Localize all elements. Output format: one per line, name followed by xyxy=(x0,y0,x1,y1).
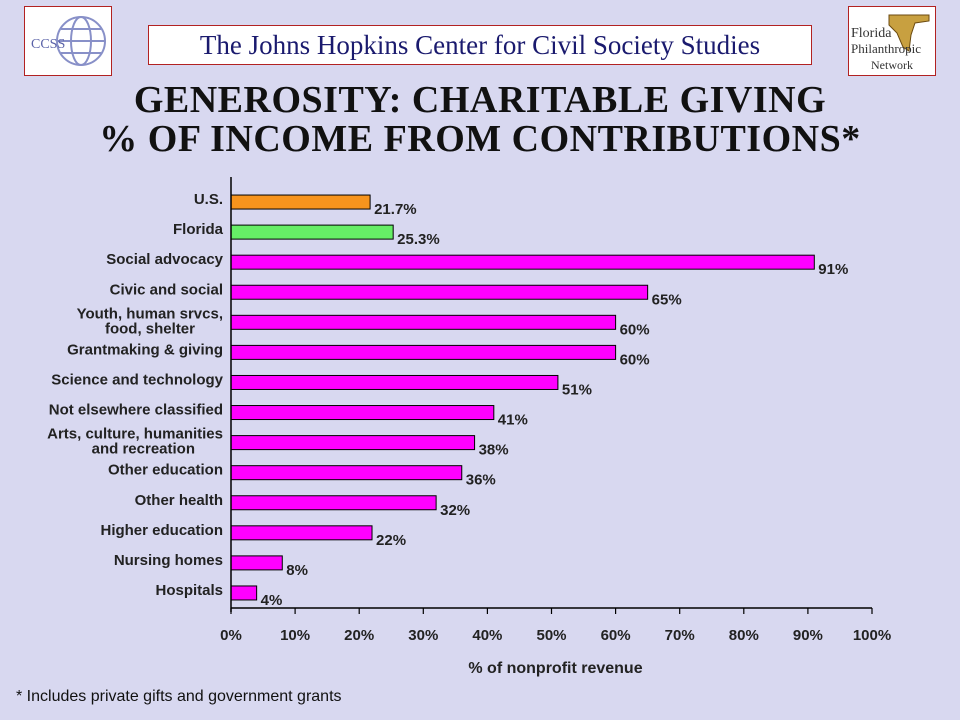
bar xyxy=(230,224,394,240)
bar xyxy=(230,254,815,270)
bar xyxy=(230,525,373,541)
category-label: Not elsewhere classified xyxy=(49,402,223,419)
x-axis-title: % of nonprofit revenue xyxy=(468,660,642,677)
value-label: 65% xyxy=(652,291,682,308)
category-label: Higher education xyxy=(100,522,223,539)
category-label: Other health xyxy=(135,492,223,509)
x-tick-label: 50% xyxy=(536,627,566,644)
logo-right-line-3: Network xyxy=(871,58,913,72)
bar xyxy=(230,374,559,390)
florida-map-icon xyxy=(888,14,930,52)
value-label: 51% xyxy=(562,381,592,398)
value-label: 60% xyxy=(620,321,650,338)
category-label: Nursing homes xyxy=(114,552,223,569)
chart-title: GENEROSITY: CHARITABLE GIVING xyxy=(133,79,827,121)
category-label: Science and technology xyxy=(51,371,223,388)
value-label: 41% xyxy=(498,412,528,429)
logo-right-line-1: Florida xyxy=(851,26,892,41)
category-label: Other education xyxy=(108,462,223,479)
category-label: Social advocacy xyxy=(106,251,223,268)
value-label: 60% xyxy=(620,351,650,368)
category-label: food, shelter xyxy=(105,320,195,337)
x-tick-label: 20% xyxy=(344,627,374,644)
bar xyxy=(230,435,476,451)
x-tick-label: 100% xyxy=(853,627,891,644)
value-label: 25.3% xyxy=(397,231,440,248)
value-label: 21.7% xyxy=(374,201,417,218)
x-tick-label: 60% xyxy=(601,627,631,644)
x-tick-label: 90% xyxy=(793,627,823,644)
value-label: 38% xyxy=(479,442,509,459)
x-tick-label: 40% xyxy=(472,627,502,644)
value-label: 32% xyxy=(440,502,470,519)
bar xyxy=(230,194,371,210)
value-label: 91% xyxy=(818,261,848,278)
x-tick-label: 30% xyxy=(408,627,438,644)
category-label: Youth, human srvcs, xyxy=(77,305,223,322)
bar xyxy=(230,585,258,601)
category-label: U.S. xyxy=(194,191,223,208)
category-label: Grantmaking & giving xyxy=(67,341,223,358)
ccss-logo: CCSS xyxy=(24,6,112,76)
value-label: 22% xyxy=(376,532,406,549)
x-tick-label: 10% xyxy=(280,627,310,644)
bar xyxy=(230,314,617,330)
ccss-logo-text: CCSS xyxy=(31,37,65,52)
category-label: Civic and social xyxy=(110,281,223,298)
bar xyxy=(230,465,463,481)
category-label: Arts, culture, humanities xyxy=(47,426,223,443)
bar xyxy=(230,405,495,421)
bar xyxy=(230,344,617,360)
value-label: 36% xyxy=(466,472,496,489)
florida-philanthropic-network-logo: Florida Philanthropic Network xyxy=(848,6,936,76)
x-tick-label: 0% xyxy=(220,627,242,644)
value-label: 4% xyxy=(261,592,283,609)
value-label: 8% xyxy=(286,562,308,579)
globe-icon: CCSS xyxy=(31,16,106,66)
category-label: and recreation xyxy=(92,441,195,458)
footnote: * Includes private gifts and government … xyxy=(16,688,342,705)
logo-right-line-2: Philanthropic xyxy=(851,41,921,56)
x-tick-label: 80% xyxy=(729,627,759,644)
bar xyxy=(230,284,649,300)
bar xyxy=(230,495,437,511)
chart-subtitle: % OF INCOME FROM CONTRIBUTIONS* xyxy=(99,118,861,160)
x-tick-label: 70% xyxy=(665,627,695,644)
bar xyxy=(230,555,283,571)
category-label: Florida xyxy=(173,221,224,238)
category-label: Hospitals xyxy=(155,582,223,599)
header-banner: The Johns Hopkins Center for Civil Socie… xyxy=(148,25,812,65)
